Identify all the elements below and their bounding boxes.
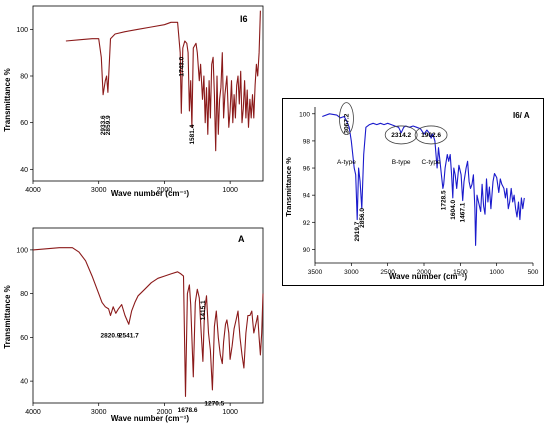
x-tick-label: 2000 — [157, 187, 173, 194]
chart-title: I6/ A — [513, 111, 530, 120]
peak-circle — [339, 102, 354, 136]
y-tick-label: 80 — [20, 291, 28, 298]
x-tick-label: 1000 — [222, 409, 238, 416]
plot-frame — [32, 227, 264, 404]
y-tick-label: 40 — [20, 379, 28, 386]
band-type-label: B-type — [392, 159, 411, 166]
peak-label: 1678.6 — [178, 407, 198, 414]
peak-label: 1581.4 — [189, 124, 196, 144]
peak-label: 1728.5 — [441, 190, 448, 210]
peak-circle — [414, 125, 448, 145]
y-tick-label: 40 — [20, 167, 28, 174]
peak-label: 2314.2 — [391, 132, 411, 139]
y-tick-label: 96 — [303, 166, 311, 173]
peak-label: 3067.2 — [343, 113, 350, 133]
y-tick-label: 100 — [16, 27, 28, 34]
peak-label: 1415.1 — [200, 300, 207, 320]
y-tick-label: 92 — [303, 220, 311, 227]
x-axis-label: Wave number (cm⁻¹) — [389, 272, 467, 281]
x-tick-label: 4000 — [25, 409, 41, 416]
spectrum-line — [322, 113, 525, 246]
x-tick-label: 2000 — [157, 409, 173, 416]
peak-label: 2820.9 — [101, 333, 121, 340]
x-tick-label: 1000 — [222, 187, 238, 194]
chart-a-svg: A Transmittance % Wave number (cm⁻¹) 400… — [3, 227, 264, 423]
x-tick-label: 3000 — [91, 187, 107, 194]
plot-frame — [32, 5, 264, 182]
peak-label: 2856.0 — [359, 208, 366, 228]
chart-i6-a-svg: I6/ A Transmittance % Wave number (cm⁻¹)… — [284, 102, 539, 281]
peak-circle — [384, 125, 418, 145]
x-tick-label: 2500 — [380, 269, 395, 276]
peak-label: 1467.1 — [460, 202, 467, 222]
y-tick-label: 98 — [303, 138, 311, 145]
y-tick-label: 60 — [20, 120, 28, 127]
chart-i6: I6 Transmittance % Wave number (cm⁻¹) 40… — [0, 0, 268, 212]
x-axis-label: Wave number (cm⁻¹) — [111, 414, 189, 423]
y-axis-label: Transmittance % — [3, 285, 12, 349]
chart-title: I6 — [240, 14, 248, 24]
x-tick-label: 3500 — [308, 269, 323, 276]
x-tick-label: 4000 — [25, 187, 41, 194]
x-tick-label: 3000 — [344, 269, 359, 276]
y-axis-label: Transmittance % — [3, 68, 12, 132]
chart-i6-a: I6/ A Transmittance % Wave number (cm⁻¹)… — [282, 98, 544, 286]
x-tick-label: 3000 — [91, 409, 107, 416]
y-tick-label: 90 — [303, 247, 311, 254]
y-tick-label: 80 — [20, 74, 28, 81]
y-tick-label: 100 — [299, 111, 310, 118]
peak-label: 2859.9 — [105, 115, 112, 135]
chart-i6-svg: I6 Transmittance % Wave number (cm⁻¹) 40… — [3, 5, 264, 198]
peak-label: 1743.0 — [178, 56, 185, 76]
peak-label: 1270.5 — [204, 400, 224, 407]
chart-title: A — [238, 234, 245, 244]
x-tick-label: 1000 — [489, 269, 504, 276]
x-tick-label: 2000 — [417, 269, 432, 276]
x-tick-label: 1500 — [453, 269, 468, 276]
y-tick-label: 60 — [20, 335, 28, 342]
y-tick-label: 100 — [16, 247, 28, 254]
peak-label: 2919.7 — [354, 221, 361, 241]
y-axis-label: Transmittance % — [284, 157, 293, 217]
peak-label: 2541.7 — [119, 333, 139, 340]
band-type-label: C-type — [421, 159, 441, 166]
spectrum-line — [32, 247, 264, 397]
y-tick-label: 94 — [303, 193, 311, 200]
band-type-label: A-type — [337, 159, 356, 166]
peak-label: 2933.6 — [100, 115, 107, 135]
peak-label: 1604.0 — [450, 200, 457, 220]
peak-label: 1902.6 — [421, 132, 441, 139]
x-tick-label: 500 — [528, 269, 539, 276]
spectrum-line — [65, 10, 261, 152]
x-axis-label: Wave number (cm⁻¹) — [111, 189, 189, 198]
chart-a: A Transmittance % Wave number (cm⁻¹) 400… — [0, 222, 268, 427]
